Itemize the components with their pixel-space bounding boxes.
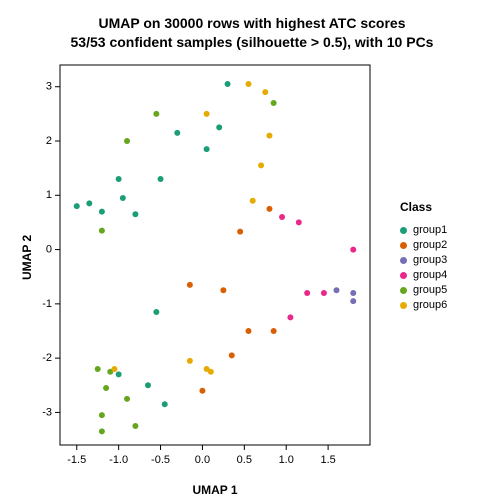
x-tick-label: 1.5 xyxy=(320,454,335,466)
y-tick-label: 0 xyxy=(46,243,52,255)
scatter-point xyxy=(266,133,272,139)
scatter-point xyxy=(74,203,80,209)
scatter-point xyxy=(208,369,214,375)
scatter-point xyxy=(99,428,105,434)
scatter-point xyxy=(246,81,252,87)
legend-dot-icon xyxy=(400,287,407,294)
scatter-point xyxy=(153,111,159,117)
scatter-point xyxy=(287,314,293,320)
scatter-point xyxy=(95,366,101,372)
legend-item: group2 xyxy=(400,239,447,251)
scatter-point xyxy=(99,228,105,234)
scatter-point xyxy=(124,396,130,402)
scatter-point xyxy=(111,366,117,372)
scatter-point xyxy=(187,358,193,364)
legend-dot-icon xyxy=(400,227,407,234)
scatter-point xyxy=(116,371,122,377)
legend-item: group1 xyxy=(400,224,447,236)
legend-item: group3 xyxy=(400,254,447,266)
x-axis-label: UMAP 1 xyxy=(60,483,370,497)
legend-label: group2 xyxy=(413,239,447,251)
x-tick-label: -0.5 xyxy=(151,454,170,466)
y-tick-label: -1 xyxy=(42,298,52,310)
x-tick-label: 0.0 xyxy=(195,454,210,466)
legend-dot-icon xyxy=(400,302,407,309)
scatter-point xyxy=(237,229,243,235)
scatter-point xyxy=(250,198,256,204)
scatter-point xyxy=(204,146,210,152)
scatter-point xyxy=(262,89,268,95)
umap-scatter-chart: UMAP on 30000 rows with highest ATC scor… xyxy=(0,0,504,504)
scatter-point xyxy=(229,352,235,358)
scatter-point xyxy=(220,287,226,293)
scatter-point xyxy=(266,206,272,212)
scatter-point xyxy=(199,388,205,394)
scatter-point xyxy=(120,195,126,201)
y-tick-label: 3 xyxy=(46,81,52,93)
legend-item: group5 xyxy=(400,284,447,296)
scatter-point xyxy=(321,290,327,296)
legend-label: group4 xyxy=(413,269,447,281)
x-tick-label: -1.0 xyxy=(109,454,128,466)
scatter-point xyxy=(162,401,168,407)
x-tick-label: -1.5 xyxy=(67,454,86,466)
scatter-point xyxy=(103,385,109,391)
scatter-point xyxy=(132,423,138,429)
legend-dot-icon xyxy=(400,272,407,279)
scatter-point xyxy=(132,211,138,217)
scatter-point xyxy=(86,200,92,206)
y-tick-label: -2 xyxy=(42,352,52,364)
legend-label: group6 xyxy=(413,299,447,311)
legend-items: group1 group2 group3 group4 group5 group6 xyxy=(400,224,447,311)
legend-label: group1 xyxy=(413,224,447,236)
scatter-point xyxy=(333,287,339,293)
chart-title-line1: UMAP on 30000 rows with highest ATC scor… xyxy=(0,15,504,31)
y-tick-label: 1 xyxy=(46,189,52,201)
scatter-point xyxy=(225,81,231,87)
legend-item: group6 xyxy=(400,299,447,311)
scatter-point xyxy=(258,162,264,168)
scatter-point xyxy=(204,111,210,117)
legend-dot-icon xyxy=(400,257,407,264)
scatter-point xyxy=(187,282,193,288)
scatter-point xyxy=(271,100,277,106)
scatter-point xyxy=(174,130,180,136)
legend-item: group4 xyxy=(400,269,447,281)
scatter-point xyxy=(350,298,356,304)
y-tick-label: -3 xyxy=(42,406,52,418)
legend-title: Class xyxy=(400,200,447,214)
scatter-point xyxy=(116,176,122,182)
scatter-point xyxy=(153,309,159,315)
x-tick-label: 0.5 xyxy=(237,454,252,466)
legend-label: group3 xyxy=(413,254,447,266)
x-tick-label: 1.0 xyxy=(279,454,294,466)
scatter-point xyxy=(350,247,356,253)
legend: Class group1group2group3group4group5grou… xyxy=(400,200,447,314)
scatter-point xyxy=(216,124,222,130)
scatter-point xyxy=(271,328,277,334)
y-tick-label: 2 xyxy=(46,135,52,147)
scatter-point xyxy=(99,209,105,215)
legend-label: group5 xyxy=(413,284,447,296)
scatter-point xyxy=(279,214,285,220)
y-axis-label: UMAP 2 xyxy=(20,235,34,280)
scatter-point xyxy=(246,328,252,334)
legend-dot-icon xyxy=(400,242,407,249)
scatter-point xyxy=(158,176,164,182)
scatter-point xyxy=(99,412,105,418)
chart-title-line2: 53/53 confident samples (silhouette > 0.… xyxy=(0,34,504,50)
scatter-point xyxy=(145,382,151,388)
scatter-point xyxy=(296,219,302,225)
scatter-point xyxy=(124,138,130,144)
scatter-point xyxy=(304,290,310,296)
scatter-point xyxy=(350,290,356,296)
